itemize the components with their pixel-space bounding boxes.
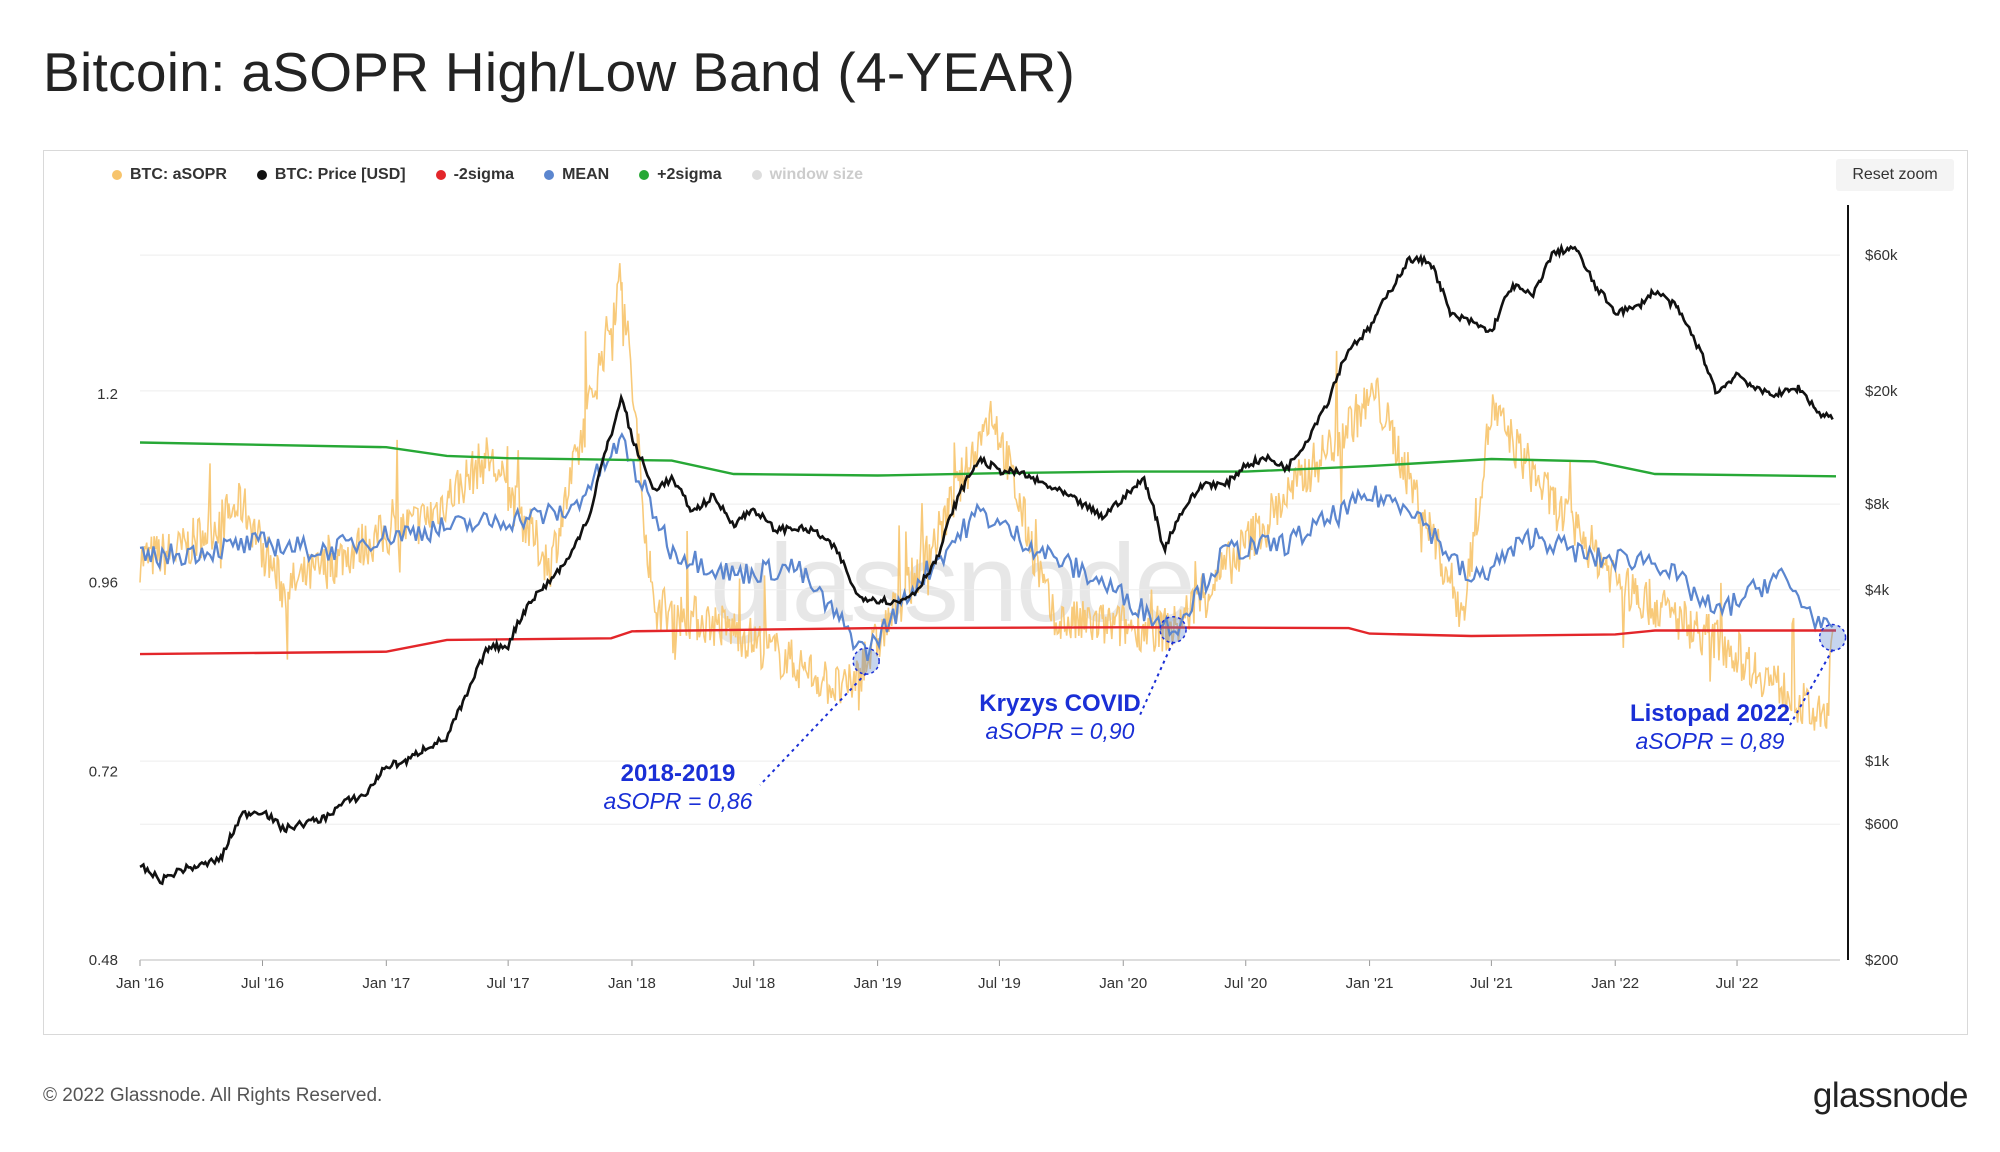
legend-label-window-size: window size (769, 166, 863, 183)
legend-item-asopr[interactable]: BTC: aSOPR (112, 166, 227, 184)
x-tick-label: Jan '18 (608, 975, 656, 992)
annotation-marker (1159, 615, 1187, 644)
axis-layer: $60k $20k $8k $4k $1k $600 $200 1.2 0.96 0.72 0.48… (89, 205, 1898, 992)
legend-dot-price (256, 170, 267, 180)
x-tick-label: Jul '16 (241, 975, 284, 992)
annotation-leader (1789, 649, 1834, 726)
x-tick-label: Jul '21 (1470, 975, 1513, 992)
annotation-layer (759, 615, 1847, 786)
annotation-value: aSOPR = 0,90 (985, 718, 1135, 744)
y-left-tick-label: 0.72 (89, 763, 118, 780)
annotation-value: aSOPR = 0,89 (1635, 728, 1785, 754)
y-right-tick-label: $8k (1865, 496, 1890, 513)
x-tick-label: Jul '22 (1716, 975, 1759, 992)
legend-label-price: BTC: Price [USD] (274, 166, 406, 183)
legend-dot-asopr (112, 170, 122, 180)
annotation-2018-2019: 2018-2019 aSOPR = 0,86 (563, 760, 793, 815)
grid-layer (140, 254, 1840, 961)
series-layer (139, 242, 1837, 886)
x-tick-label: Jul '19 (978, 975, 1021, 992)
annotation-marker (1818, 623, 1847, 652)
annotation-covid: Kryzys COVID aSOPR = 0,90 (945, 690, 1175, 745)
y-right-tick-label: $1k (1865, 753, 1890, 770)
y-left-tick-label: 0.96 (89, 575, 118, 592)
annotation-leader (759, 672, 867, 786)
annotation-title: 2018-2019 (620, 760, 736, 787)
legend-dot-window-size (751, 170, 762, 180)
legend-label-mean: MEAN (562, 166, 610, 183)
legend-dot-minus2sigma (435, 170, 446, 180)
annotation-title: Kryzys COVID (979, 690, 1141, 717)
chart-legend: BTC: aSOPR BTC: Price [USD] -2sigma MEAN… (112, 166, 863, 184)
series-mean (139, 432, 1834, 662)
annotation-marker (852, 647, 880, 675)
series-asopr (139, 263, 1834, 731)
x-tick-label: Jan '19 (854, 975, 902, 992)
y-right-tick-label: $600 (1865, 816, 1898, 833)
y-left-tick-label: 1.2 (97, 386, 118, 403)
legend-item-price[interactable]: BTC: Price [USD] (256, 166, 406, 184)
legend-label-asopr: BTC: aSOPR (130, 166, 227, 183)
footer-copyright: © 2022 Glassnode. All Rights Reserved. (43, 1085, 383, 1106)
y-right-tick-label: $4k (1865, 582, 1890, 599)
x-tick-label: Jul '17 (487, 975, 530, 992)
y-right-tick-label: $20k (1865, 383, 1898, 400)
x-tick-label: Jan '21 (1346, 975, 1394, 992)
legend-item-window-size[interactable]: window size (751, 166, 863, 184)
legend-dot-mean (544, 170, 555, 180)
y-left-tick-label: 0.48 (89, 952, 118, 969)
series-plus2sigma (139, 441, 1837, 478)
legend-dot-plus2sigma (639, 170, 650, 180)
x-tick-label: Jan '22 (1591, 975, 1639, 992)
x-tick-label: Jul '20 (1224, 975, 1267, 992)
series-minus2sigma (139, 626, 1836, 656)
series-price (139, 242, 1834, 886)
footer-logo: glassnode (1812, 1076, 1969, 1115)
annotation-value: aSOPR = 0,86 (603, 788, 753, 814)
y-right-tick-label: $60k (1865, 247, 1898, 264)
reset-zoom-button[interactable]: Reset zoom (1836, 159, 1954, 191)
legend-item-minus2sigma[interactable]: -2sigma (435, 166, 515, 184)
legend-item-plus2sigma[interactable]: +2sigma (639, 166, 722, 184)
annotation-title: Listopad 2022 (1629, 700, 1791, 727)
page-title: Bitcoin: aSOPR High/Low Band (4-YEAR) (43, 41, 1076, 103)
y-right-tick-label: $200 (1865, 952, 1898, 969)
chart-frame (43, 150, 1968, 1035)
x-tick-label: Jan '16 (116, 975, 164, 992)
legend-item-mean[interactable]: MEAN (544, 166, 609, 184)
legend-label-plus2sigma: +2sigma (657, 166, 722, 183)
legend-label-minus2sigma: -2sigma (453, 166, 515, 183)
annotation-november-2022: Listopad 2022 aSOPR = 0,89 (1595, 700, 1825, 755)
x-tick-label: Jan '17 (362, 975, 410, 992)
x-tick-label: Jan '20 (1099, 975, 1147, 992)
x-tick-label: Jul '18 (732, 975, 775, 992)
